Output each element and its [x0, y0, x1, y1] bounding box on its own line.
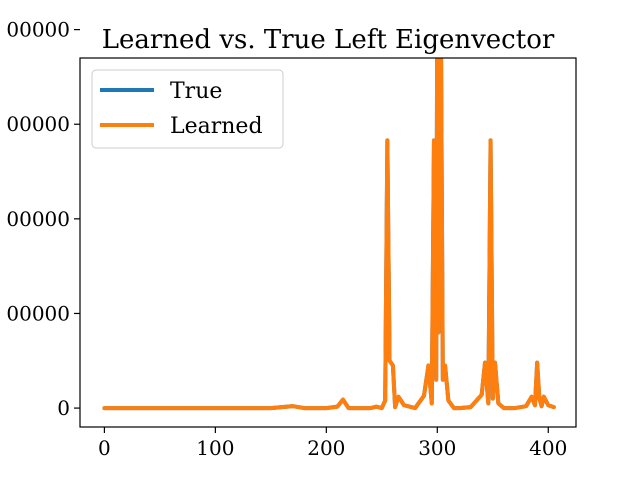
y-tick-label: 00000 [6, 301, 70, 325]
x-tick-label: 0 [98, 436, 111, 460]
legend-label-learned: Learned [170, 114, 263, 139]
y-tick-label: 00000 [6, 112, 70, 136]
x-tick-label: 400 [529, 436, 567, 460]
series-line-true [102, 58, 556, 411]
y-tick-label: 00000 [6, 207, 70, 231]
y-tick-label: 0 [57, 396, 70, 420]
legend: True Learned [91, 69, 284, 149]
x-axis-ticks: 0 100 200 300 400 [98, 427, 567, 460]
y-tick-label: 00000 [6, 18, 70, 42]
x-tick-label: 200 [307, 436, 345, 460]
x-tick-label: 300 [418, 436, 456, 460]
series-layer [102, 58, 556, 411]
legend-label-true: True [170, 79, 222, 104]
series-line-learned [102, 58, 556, 411]
chart-title: Learned vs. True Left Eigenvector [102, 25, 555, 55]
plot-frame [79, 57, 577, 428]
x-tick-label: 100 [196, 436, 234, 460]
